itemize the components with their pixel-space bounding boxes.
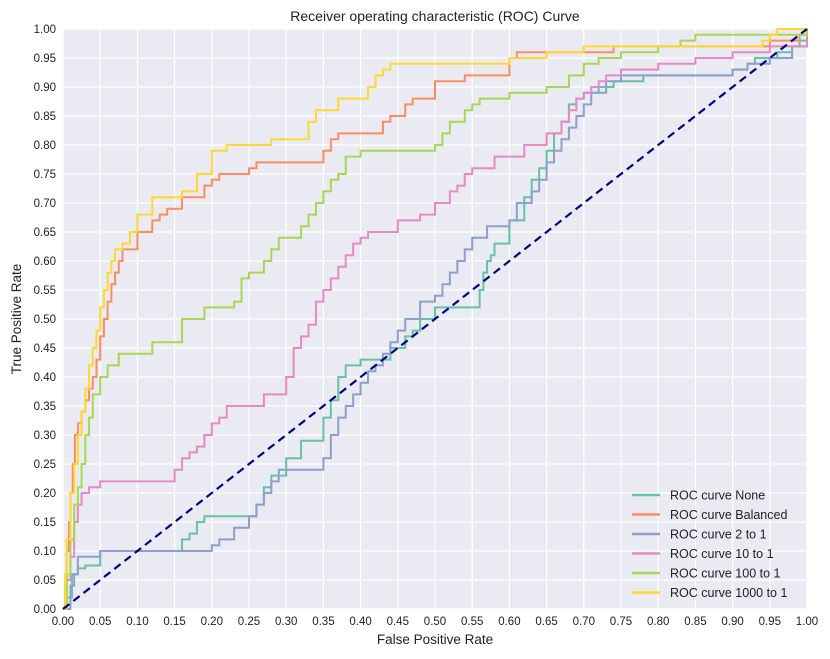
y-tick-label: 1.00 bbox=[34, 24, 56, 36]
chart-title: Receiver operating characteristic (ROC) … bbox=[290, 8, 580, 24]
legend-label-0: ROC curve None bbox=[670, 489, 765, 503]
x-tick-label: 0.90 bbox=[721, 616, 743, 628]
x-tick-label: 0.55 bbox=[461, 616, 483, 628]
x-axis-title: False Positive Rate bbox=[377, 632, 493, 647]
y-axis-title: True Positive Rate bbox=[9, 264, 24, 375]
reference-diagonal-line bbox=[62, 28, 808, 610]
y-tick-label: 0.85 bbox=[34, 111, 56, 123]
x-tick-label: 0.30 bbox=[275, 616, 297, 628]
x-tick-label: 0.20 bbox=[201, 616, 223, 628]
series-line-3 bbox=[63, 29, 808, 610]
series-line-5 bbox=[63, 28, 807, 610]
series-lines bbox=[63, 28, 808, 610]
series-line-4 bbox=[63, 29, 808, 610]
y-tick-label: 0.80 bbox=[34, 140, 56, 152]
legend-label-3: ROC curve 10 to 1 bbox=[670, 547, 774, 561]
x-tick-label: 0.40 bbox=[349, 616, 371, 628]
y-tick-label: 0.40 bbox=[34, 372, 56, 384]
y-tick-label: 0.30 bbox=[34, 430, 56, 442]
grid-lines bbox=[62, 28, 808, 610]
x-tick-label: 0.05 bbox=[89, 616, 111, 628]
series-line-0 bbox=[63, 29, 808, 610]
y-tick-label: 0.20 bbox=[34, 488, 56, 500]
x-tick-label: 0.25 bbox=[238, 616, 260, 628]
y-tick-label: 0.05 bbox=[34, 575, 56, 587]
y-tick-label: 0.35 bbox=[34, 401, 56, 413]
legend: ROC curve None ROC curve Balanced ROC curv… bbox=[632, 489, 787, 600]
y-tick-label: 0.90 bbox=[34, 82, 56, 94]
x-axis-ticks: 0.00 0.05 0.10 0.15 0.20 0.25 0.30 0.35 0.40 0.45… bbox=[52, 616, 818, 628]
x-tick-label: 1.00 bbox=[796, 616, 818, 628]
y-tick-label: 0.45 bbox=[34, 343, 56, 355]
y-tick-label: 0.50 bbox=[34, 314, 56, 326]
y-tick-label: 0.95 bbox=[34, 53, 56, 65]
y-tick-label: 0.65 bbox=[34, 227, 56, 239]
y-tick-label: 0.55 bbox=[34, 285, 56, 297]
x-tick-label: 0.15 bbox=[163, 616, 185, 628]
x-tick-label: 0.70 bbox=[573, 616, 595, 628]
legend-label-2: ROC curve 2 to 1 bbox=[670, 528, 767, 542]
y-axis-ticks: 0.00 0.05 0.10 0.15 0.20 0.25 0.30 0.35 0.40 0.45… bbox=[34, 24, 56, 616]
y-tick-label: 0.60 bbox=[34, 256, 56, 268]
x-tick-label: 0.45 bbox=[387, 616, 409, 628]
legend-label-1: ROC curve Balanced bbox=[670, 508, 787, 522]
y-tick-label: 0.25 bbox=[34, 459, 56, 471]
x-tick-label: 0.85 bbox=[684, 616, 706, 628]
y-tick-label: 0.70 bbox=[34, 198, 56, 210]
y-tick-label: 0.75 bbox=[34, 169, 56, 181]
y-tick-label: 0.00 bbox=[34, 604, 56, 616]
x-tick-label: 0.75 bbox=[610, 616, 632, 628]
x-tick-label: 0.65 bbox=[535, 616, 557, 628]
x-tick-label: 0.00 bbox=[52, 616, 74, 628]
x-tick-label: 0.80 bbox=[647, 616, 669, 628]
x-tick-label: 0.35 bbox=[312, 616, 334, 628]
y-tick-label: 0.15 bbox=[34, 517, 56, 529]
x-tick-label: 0.95 bbox=[759, 616, 781, 628]
y-tick-label: 0.10 bbox=[34, 546, 56, 558]
x-tick-label: 0.10 bbox=[126, 616, 148, 628]
legend-label-5: ROC curve 1000 to 1 bbox=[670, 586, 787, 600]
x-tick-label: 0.60 bbox=[498, 616, 520, 628]
series-line-2 bbox=[63, 29, 808, 610]
x-tick-label: 0.50 bbox=[424, 616, 446, 628]
legend-label-4: ROC curve 100 to 1 bbox=[670, 567, 781, 581]
